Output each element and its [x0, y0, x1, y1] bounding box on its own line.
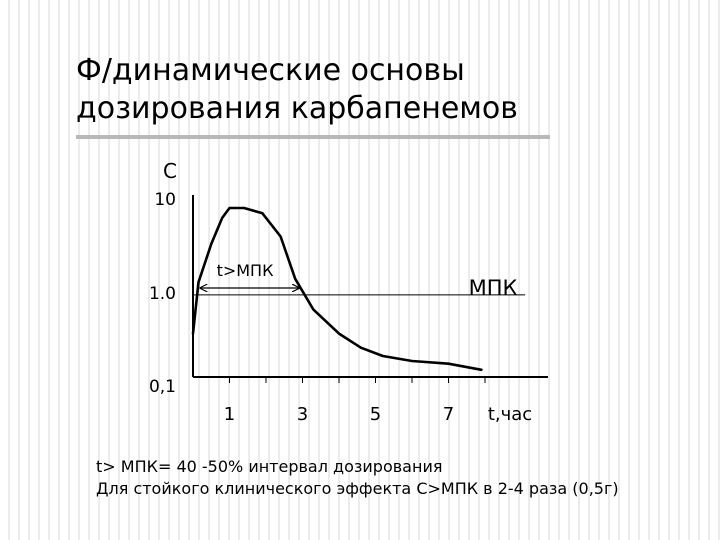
y-tick-label-0-1: 0,1 [149, 377, 176, 397]
x-tick-label-7: 7 [443, 404, 454, 425]
y-tick-label-1: 1.0 [149, 284, 176, 304]
title-underline [76, 135, 550, 139]
title-line-1: Ф/динамические основы [76, 53, 465, 88]
y-axis-label: C [163, 159, 177, 183]
concentration-curve [191, 206, 483, 372]
x-ticks [229, 377, 486, 383]
footer-line-2: Для стойкого клинического эффекта С>МПК … [96, 479, 619, 498]
footer-notes: t> МПК= 40 -50% интервал дозирования Для… [96, 456, 716, 500]
x-axis-label: t,час [488, 404, 532, 425]
title-line-2: дозирования карбапенемов [76, 91, 518, 126]
x-tick-labels: 1 3 5 7 [224, 404, 454, 425]
footer-line-1: t> МПК= 40 -50% интервал дозирования [96, 457, 443, 476]
mic-label: МПК [469, 276, 518, 300]
page-title: Ф/динамические основы дозирования карбап… [76, 52, 676, 128]
x-tick-label-3: 3 [297, 404, 308, 425]
interval-label: t>МПК [217, 261, 275, 280]
x-tick-label-5: 5 [370, 404, 381, 425]
y-tick-label-10: 10 [154, 190, 176, 210]
x-tick-label-1: 1 [224, 404, 235, 425]
